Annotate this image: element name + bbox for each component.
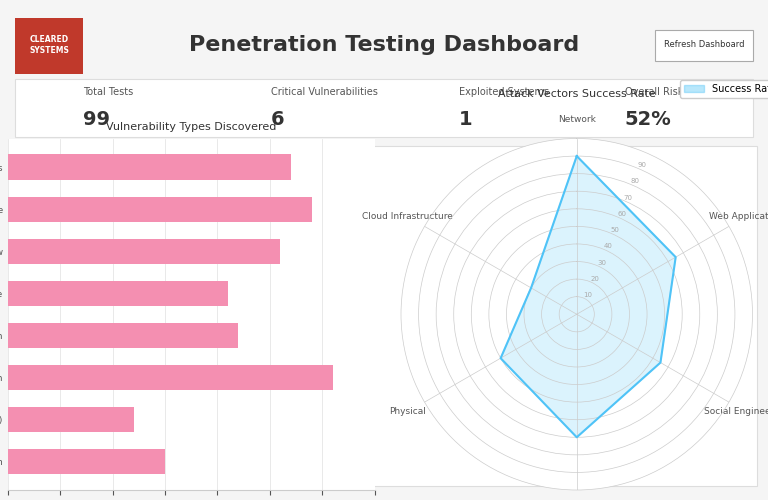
Bar (8, 449, 165, 474)
Bar (8, 364, 333, 390)
Text: Total Tests: Total Tests (83, 87, 133, 97)
Bar (8, 238, 280, 264)
Bar (8, 196, 312, 222)
Text: 6: 6 (271, 110, 285, 130)
Text: Refresh Dashboard: Refresh Dashboard (664, 40, 744, 49)
Bar (8, 154, 291, 180)
Title: Vulnerability Types Discovered: Vulnerability Types Discovered (106, 122, 276, 132)
Text: CLEARED
SYSTEMS: CLEARED SYSTEMS (29, 34, 69, 54)
Text: Penetration Testing Dashboard: Penetration Testing Dashboard (189, 34, 579, 54)
Polygon shape (501, 156, 676, 438)
FancyBboxPatch shape (12, 146, 756, 486)
Bar (8, 407, 134, 432)
Text: Overall Risk Score: Overall Risk Score (625, 87, 713, 97)
FancyBboxPatch shape (15, 18, 83, 74)
Text: Exploited Systems: Exploited Systems (459, 87, 549, 97)
Text: 99: 99 (83, 110, 110, 130)
Text: 52%: 52% (625, 110, 671, 130)
Title: Attack Vectors Success Rate: Attack Vectors Success Rate (498, 89, 656, 99)
Legend: Success Rate (%): Success Rate (%) (680, 80, 768, 98)
Bar (8, 322, 238, 348)
Text: Critical Vulnerabilities: Critical Vulnerabilities (271, 87, 378, 97)
Bar (8, 280, 228, 306)
FancyBboxPatch shape (655, 30, 753, 62)
FancyBboxPatch shape (15, 78, 753, 138)
Text: 1: 1 (459, 110, 473, 130)
